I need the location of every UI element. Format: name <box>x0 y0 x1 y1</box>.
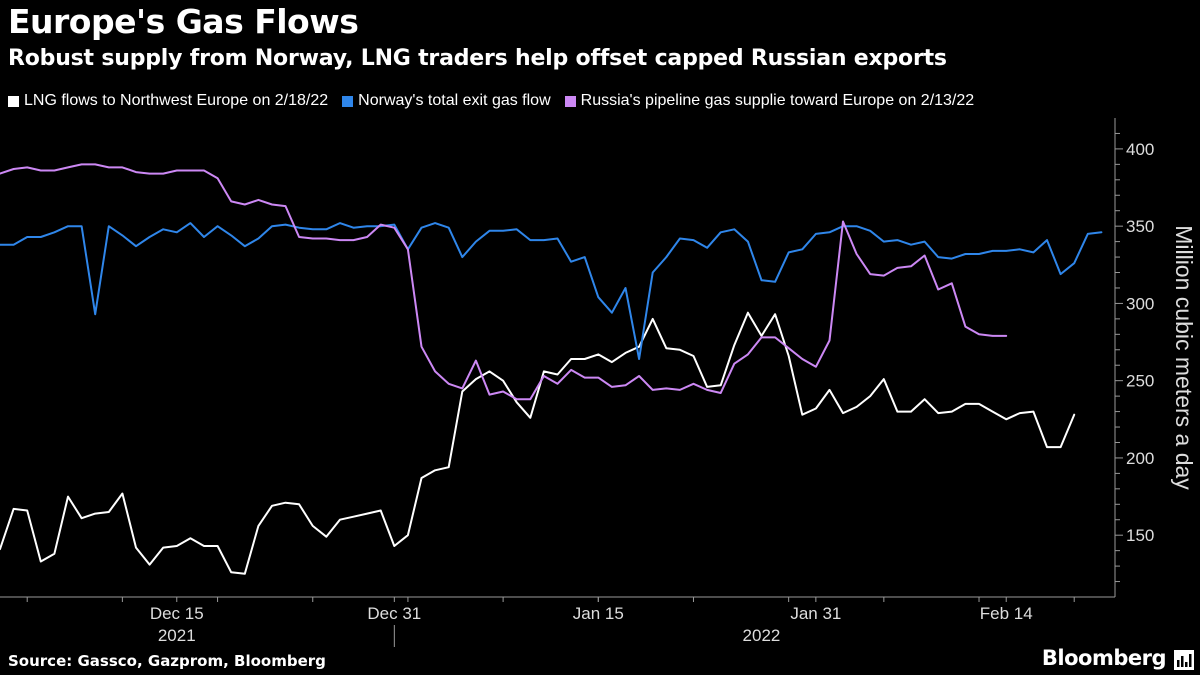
year-label: 2022 <box>743 626 781 645</box>
legend-item-lng: LNG flows to Northwest Europe on 2/18/22 <box>8 92 328 110</box>
y-tick-label: 200 <box>1126 449 1154 468</box>
y-tick-label: 250 <box>1126 372 1154 391</box>
legend-label-lng: LNG flows to Northwest Europe on 2/18/22 <box>24 92 329 109</box>
x-tick-label: Jan 15 <box>573 604 624 623</box>
norway-series-line <box>0 222 1103 360</box>
legend-label-russia: Russia's pipeline gas supplie toward Eur… <box>580 92 975 109</box>
x-tick-label: Dec 15 <box>150 604 204 623</box>
legend-item-russia: Russia's pipeline gas supplie toward Eur… <box>564 92 975 110</box>
y-tick-label: 300 <box>1126 294 1154 313</box>
legend-swatch-norway <box>342 95 354 107</box>
legend-swatch-lng <box>8 95 19 107</box>
y-tick-label: 350 <box>1126 217 1154 236</box>
russia-series-line <box>0 163 1008 401</box>
legend-label-norway: Norway's total exit gas flow <box>358 92 551 109</box>
chart-title: Europe's Gas Flows <box>8 2 359 41</box>
y-tick-label: 150 <box>1126 526 1154 545</box>
x-tick-label: Dec 31 <box>367 604 421 623</box>
lng-series-line <box>0 311 1076 575</box>
y-axis-title: Million cubic meters a day <box>1171 225 1197 490</box>
year-label: 2021 <box>158 626 196 645</box>
bloomberg-logo: Bloomberg <box>1041 646 1167 670</box>
legend-item-norway: Norway's total exit gas flow <box>342 92 551 110</box>
x-tick-label: Feb 14 <box>980 604 1033 623</box>
y-tick-label: 400 <box>1126 140 1154 159</box>
source-note: Source: Gassco, Gazprom, Bloomberg <box>8 652 326 670</box>
chart-subtitle: Robust supply from Norway, LNG traders h… <box>8 46 947 71</box>
legend: LNG flows to Northwest Europe on 2/18/22… <box>8 92 974 110</box>
bloomberg-chart-icon <box>1174 650 1194 670</box>
x-tick-label: Jan 31 <box>790 604 841 623</box>
legend-swatch-russia <box>564 95 576 107</box>
